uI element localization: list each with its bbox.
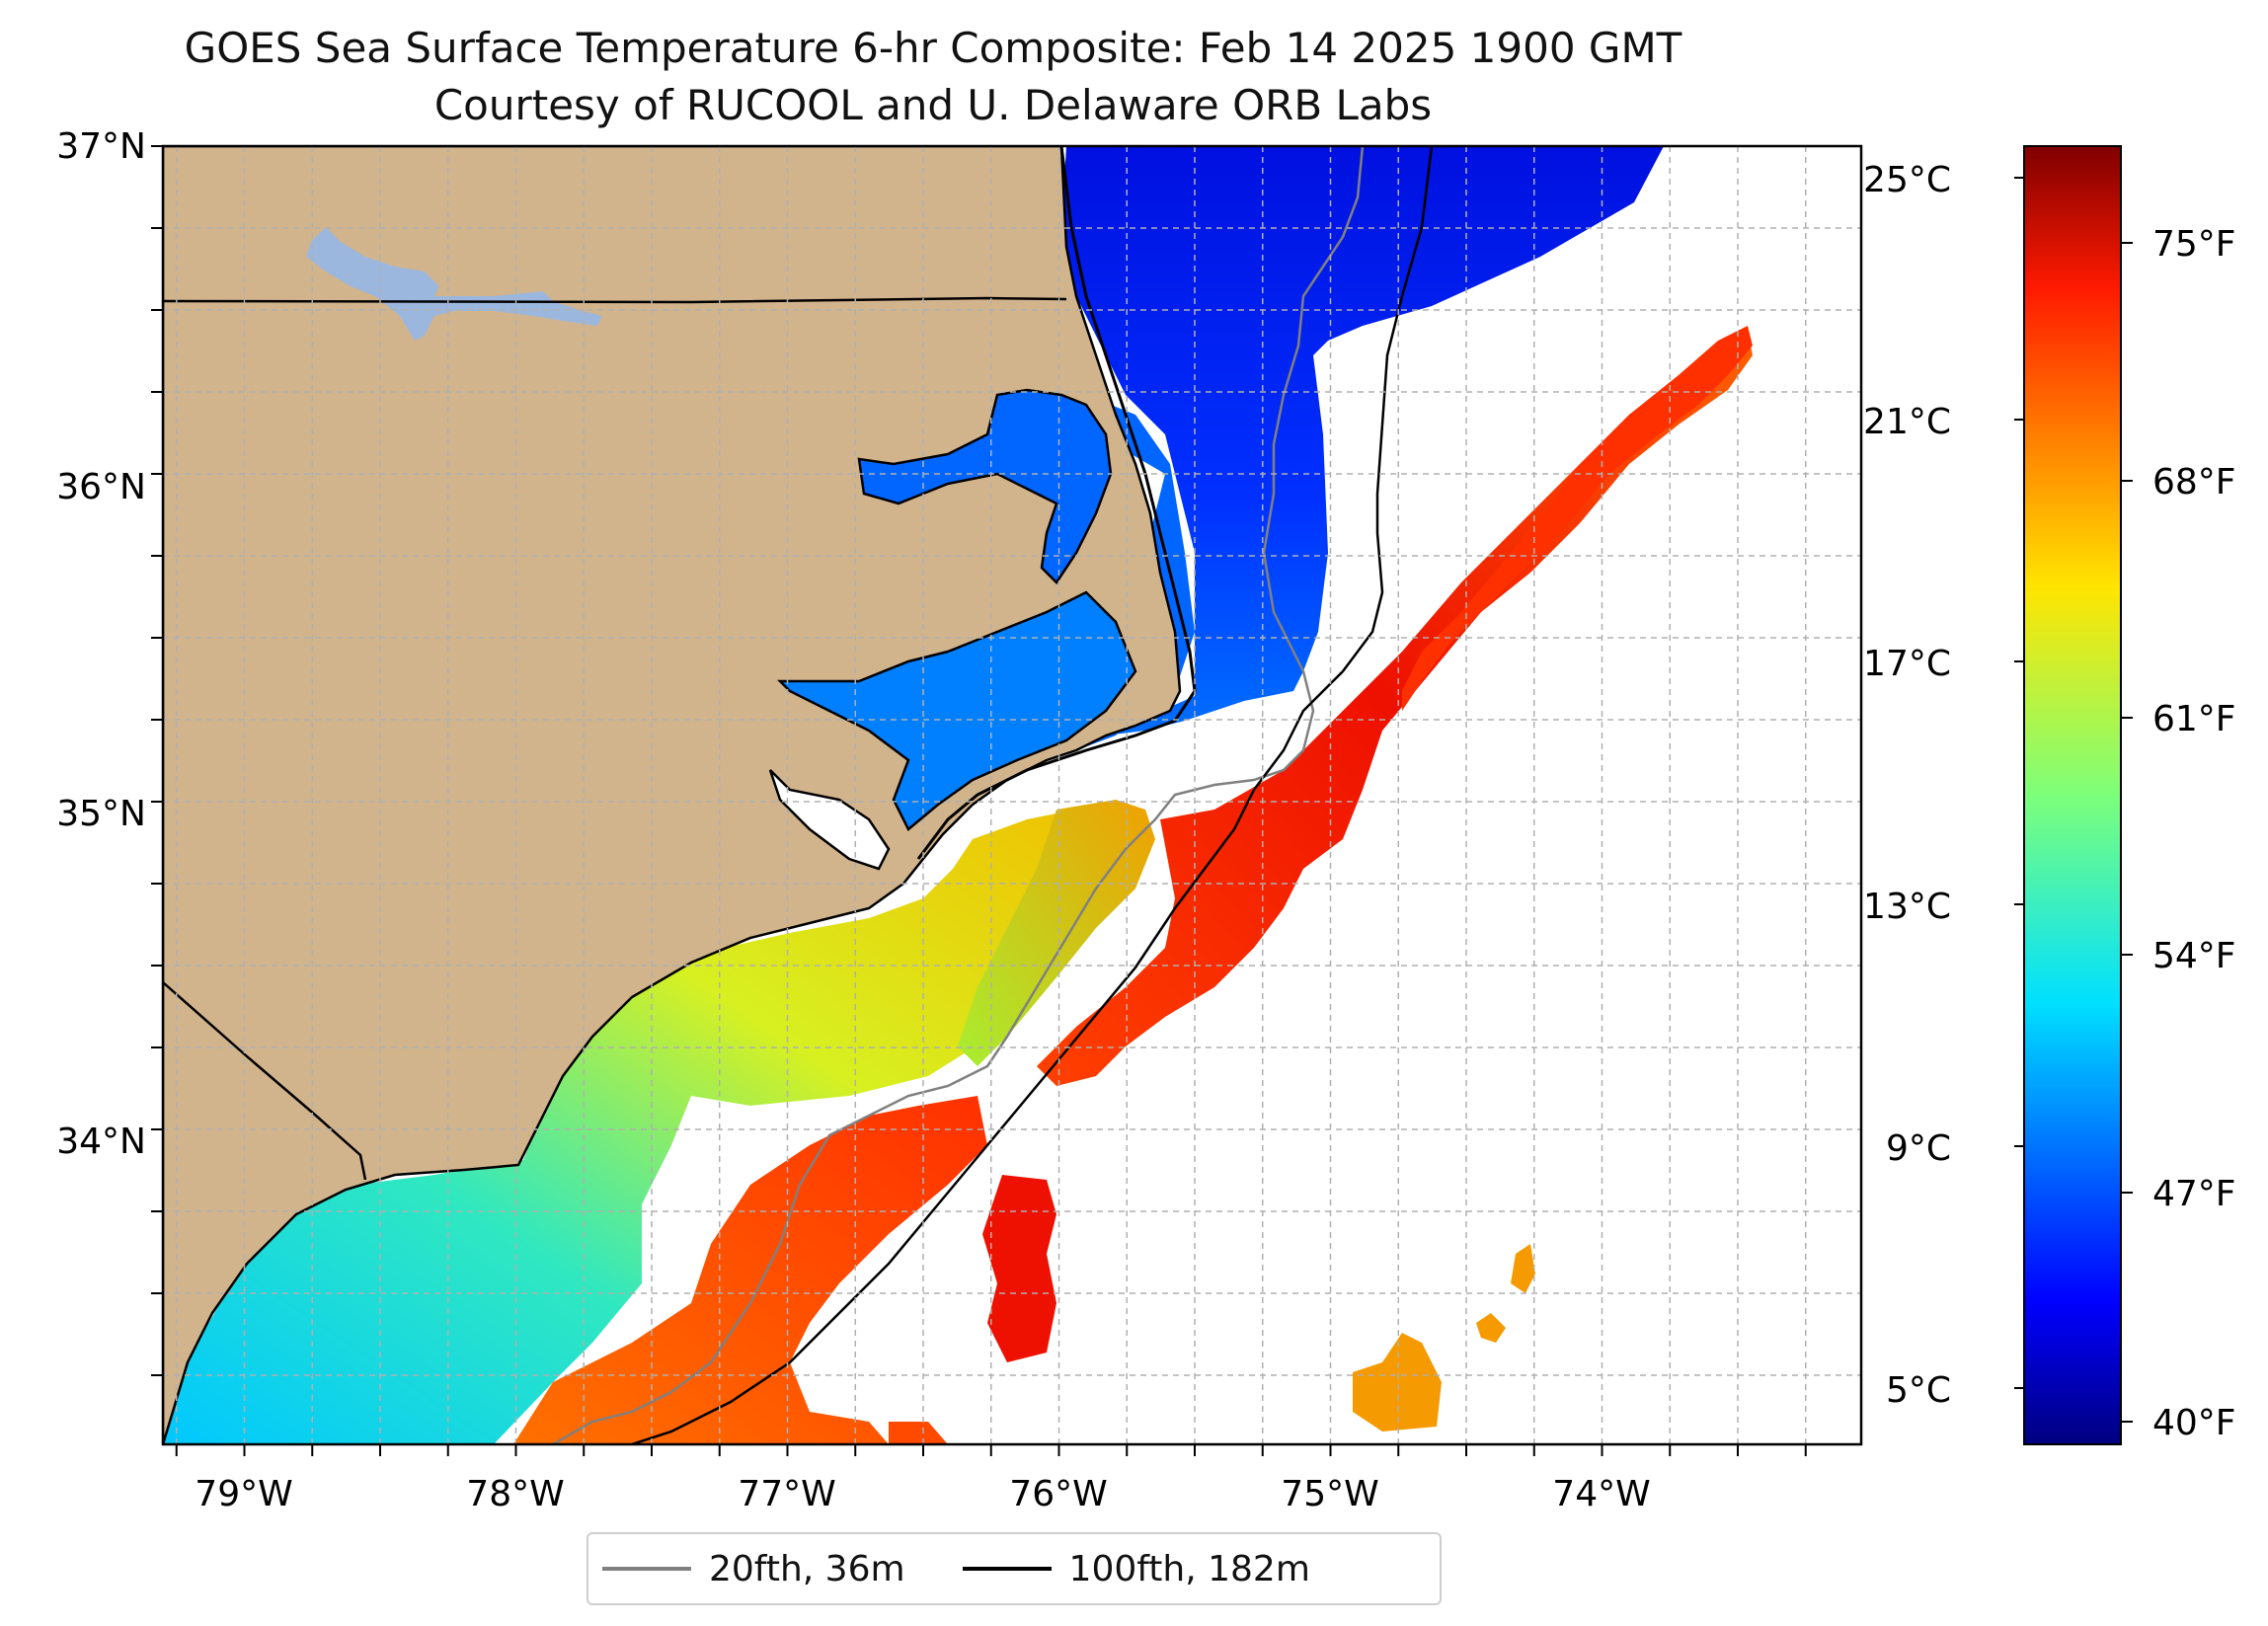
gridlines (163, 145, 1861, 1444)
lon-label: 79°W (195, 1474, 292, 1514)
legend-line-black-icon (962, 1567, 1052, 1571)
colorbar (2023, 145, 2122, 1445)
legend-label: 20fth, 36m (709, 1548, 905, 1589)
lon-label: 77°W (738, 1474, 835, 1514)
sst-southern-shelf (163, 810, 1106, 1444)
tick-marks (151, 145, 1807, 1456)
sst-gulf-stream-east (1402, 326, 1753, 711)
outer-banks (916, 146, 1197, 860)
celsius-label: 25°C (1863, 160, 1951, 200)
pamlico-sound (776, 590, 1137, 831)
sst-cold-northern-waters (903, 146, 1664, 736)
fahrenheit-label: 54°F (2152, 936, 2236, 976)
lon-label: 76°W (1009, 1474, 1107, 1514)
lat-label: 35°N (56, 794, 146, 834)
legend-line-gray-icon (602, 1567, 691, 1571)
lat-label: 36°N (56, 467, 146, 507)
kerr-lake (306, 227, 602, 341)
isobath-20fth (552, 146, 1365, 1444)
legend-label: 100fth, 182m (1068, 1548, 1310, 1589)
celsius-label: 13°C (1863, 887, 1951, 927)
celsius-label: 9°C (1886, 1128, 1951, 1169)
sst-gulf-stream (1037, 331, 1753, 1086)
colorbar-ticks (2014, 177, 2133, 1423)
sst-warm-nearshore-tongue (513, 1096, 987, 1444)
lat-label: 34°N (56, 1122, 146, 1162)
pamlico-river (768, 769, 891, 871)
sst-warm-eddy (982, 1175, 1056, 1362)
sst-cape-lookout-band (958, 800, 1155, 1066)
legend-item-20fth: 20fth, 36m (602, 1549, 905, 1589)
isobath-legend: 20fth, 36m 100fth, 182m (587, 1532, 1442, 1605)
fahrenheit-label: 61°F (2152, 699, 2236, 739)
lon-label: 78°W (466, 1474, 564, 1514)
legend-item-100fth: 100fth, 182m (962, 1548, 1310, 1589)
celsius-label: 21°C (1863, 402, 1951, 442)
sst-warm-patch-south (1353, 1333, 1442, 1432)
fahrenheit-label: 75°F (2152, 224, 2236, 265)
celsius-label: 5°C (1886, 1370, 1951, 1411)
nc-sc-border (163, 981, 367, 1181)
map-title: GOES Sea Surface Temperature 6-hr Compos… (184, 24, 1682, 72)
lat-label: 37°N (56, 126, 146, 167)
albemarle-sound (857, 388, 1113, 584)
fahrenheit-label: 40°F (2152, 1403, 2236, 1443)
fahrenheit-label: 47°F (2152, 1174, 2236, 1214)
lon-label: 74°W (1552, 1474, 1650, 1514)
va-nc-border (163, 296, 1067, 304)
celsius-label: 17°C (1863, 644, 1951, 684)
fahrenheit-label: 68°F (2152, 462, 2236, 503)
lon-label: 75°W (1281, 1474, 1378, 1514)
sst-small-patches (1476, 1244, 1535, 1343)
sst-stripe-south (889, 1422, 948, 1444)
map-frame (161, 144, 1863, 1446)
isobath-100fth (631, 146, 1434, 1444)
map-subtitle: Courtesy of RUCOOL and U. Delaware ORB L… (433, 81, 1433, 129)
